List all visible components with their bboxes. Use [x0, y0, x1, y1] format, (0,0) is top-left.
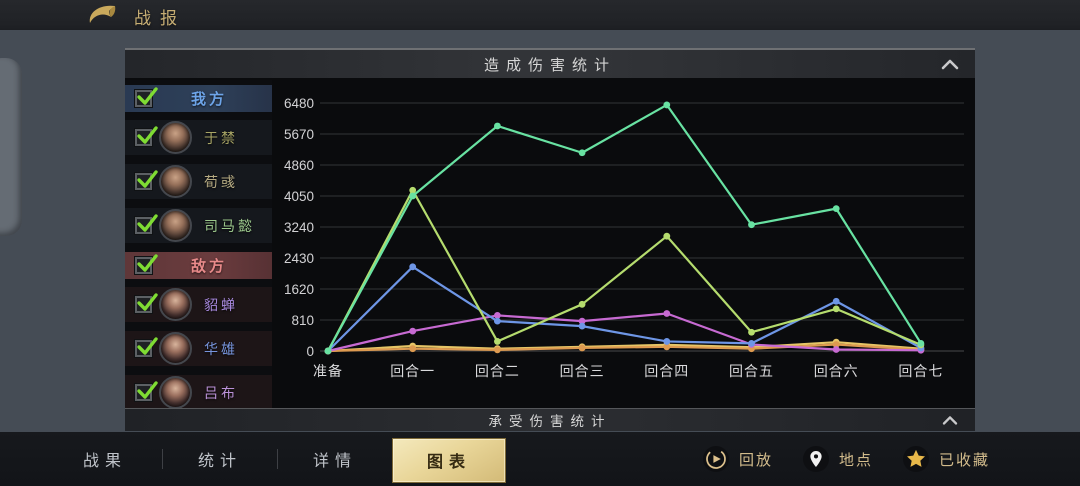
damage-taken-title: 承受伤害统计 — [488, 414, 612, 429]
action-已收藏[interactable]: 已收藏 — [902, 446, 990, 472]
location-pin-icon — [802, 446, 829, 472]
svg-text:回合五: 回合五 — [729, 363, 774, 379]
svg-text:回合二: 回合二 — [475, 363, 520, 379]
action-label: 回放 — [738, 451, 773, 469]
member-name: 荀彧 — [204, 173, 238, 190]
sidebar-group-row-enemy[interactable]: 敌方 — [125, 252, 272, 279]
sidebar-member-row[interactable]: 司马懿 — [125, 208, 272, 243]
member-name: 于禁 — [204, 129, 238, 146]
checkbox-checked[interactable] — [135, 126, 158, 146]
checkbox-checked[interactable] — [135, 87, 158, 107]
action-label: 已收藏 — [938, 451, 990, 469]
sidebar-member-row[interactable]: 荀彧 — [125, 164, 272, 199]
checkbox-checked[interactable] — [135, 254, 158, 274]
chart-series-司马懿 — [324, 101, 925, 355]
footer-bar: 战果 统计 详情 图表 回放 地点 已收藏 — [0, 432, 1080, 486]
swoosh-logo-icon — [89, 5, 116, 24]
sidebar-member-row[interactable]: 吕布 — [125, 375, 272, 410]
page-title: 战报 — [134, 8, 186, 28]
svg-text:6480: 6480 — [284, 96, 314, 111]
tab-战果[interactable]: 战果 — [48, 432, 162, 486]
checkmark-icon — [137, 337, 158, 355]
checkmark-icon — [137, 170, 158, 188]
avatar — [159, 165, 192, 198]
avatar — [159, 376, 192, 409]
tab-label: 战果 — [82, 453, 127, 470]
member-name: 貂蝉 — [204, 296, 238, 313]
tab-label: 详情 — [312, 453, 357, 470]
svg-text:2430: 2430 — [284, 251, 314, 266]
chart-x-labels: 准备 回合一 回合二 回合三 回合四 回合五 回合六 回合七 — [313, 363, 943, 379]
member-name: 司马懿 — [204, 217, 255, 234]
checkbox-checked[interactable] — [135, 214, 158, 234]
action-回放[interactable]: 回放 — [702, 446, 773, 472]
tab-详情[interactable]: 详情 — [278, 432, 392, 486]
svg-text:5670: 5670 — [284, 127, 314, 142]
battle-report-panel: 造成伤害统计 我方 于禁 荀彧 — [125, 48, 975, 431]
damage-chart: 0 810 1620 2430 3240 4050 4860 5670 6480 准备 回合一 回合二… — [272, 80, 975, 431]
tab-divider — [277, 449, 278, 469]
svg-text:回合七: 回合七 — [898, 363, 943, 379]
action-label: 地点 — [838, 451, 873, 469]
checkbox-checked[interactable] — [135, 170, 158, 190]
chart-gridlines: 0 810 1620 2430 3240 4050 4860 5670 6480 — [284, 96, 964, 359]
star-icon — [902, 446, 929, 472]
background-frame-decoration — [0, 58, 22, 236]
svg-text:回合六: 回合六 — [814, 363, 859, 379]
tab-图表[interactable]: 图表 — [392, 437, 506, 483]
tab-divider — [162, 449, 163, 469]
group-label: 我方 — [190, 91, 227, 108]
brand: 战报 — [84, 2, 186, 30]
svg-text:1620: 1620 — [284, 282, 314, 297]
svg-text:3240: 3240 — [284, 220, 314, 235]
svg-text:0: 0 — [306, 344, 314, 359]
checkmark-icon — [137, 126, 158, 144]
sidebar-member-row[interactable]: 貂蝉 — [125, 287, 272, 322]
checkmark-icon — [137, 293, 158, 311]
svg-text:810: 810 — [291, 313, 314, 328]
collapse-up-icon[interactable] — [939, 412, 961, 428]
svg-text:回合一: 回合一 — [390, 363, 435, 379]
collapse-up-icon[interactable] — [939, 56, 961, 72]
tab-label: 统计 — [197, 453, 242, 470]
damage-line-chart: 0 810 1620 2430 3240 4050 4860 5670 6480 准备 回合一 回合二… — [284, 96, 964, 379]
group-label: 敌方 — [190, 258, 227, 275]
member-name: 吕布 — [204, 384, 238, 401]
svg-text:准备: 准备 — [313, 363, 343, 379]
avatar — [159, 121, 192, 154]
damage-dealt-title: 造成伤害统计 — [483, 56, 616, 74]
sidebar: 我方 于禁 荀彧 司马懿 敌方 — [125, 80, 272, 431]
tab-label: 图表 — [426, 454, 471, 471]
checkbox-checked[interactable] — [135, 293, 158, 313]
checkbox-checked[interactable] — [135, 337, 158, 357]
sidebar-member-row[interactable]: 华雄 — [125, 331, 272, 366]
sidebar-group-row-ally[interactable]: 我方 — [125, 85, 272, 112]
action-地点[interactable]: 地点 — [802, 446, 873, 472]
footer-actions: 回放 地点 已收藏 — [702, 432, 990, 486]
avatar — [159, 209, 192, 242]
replay-icon — [702, 446, 729, 472]
checkmark-icon — [137, 254, 158, 272]
svg-text:4050: 4050 — [284, 189, 314, 204]
sidebar-member-row[interactable]: 于禁 — [125, 120, 272, 155]
tab-统计[interactable]: 统计 — [163, 432, 277, 486]
damage-taken-header[interactable]: 承受伤害统计 — [125, 408, 975, 431]
checkmark-icon — [137, 214, 158, 232]
svg-text:回合三: 回合三 — [560, 363, 605, 379]
avatar — [159, 332, 192, 365]
avatar — [159, 288, 192, 321]
svg-text:回合四: 回合四 — [644, 363, 689, 379]
member-name: 华雄 — [204, 340, 238, 357]
damage-dealt-header: 造成伤害统计 — [125, 48, 975, 78]
footer-tabs: 战果 统计 详情 图表 — [48, 432, 506, 486]
checkbox-checked[interactable] — [135, 381, 158, 401]
checkmark-icon — [137, 87, 158, 105]
svg-text:4860: 4860 — [284, 158, 314, 173]
top-bar: 战报 — [0, 0, 1080, 30]
checkmark-icon — [137, 381, 158, 399]
